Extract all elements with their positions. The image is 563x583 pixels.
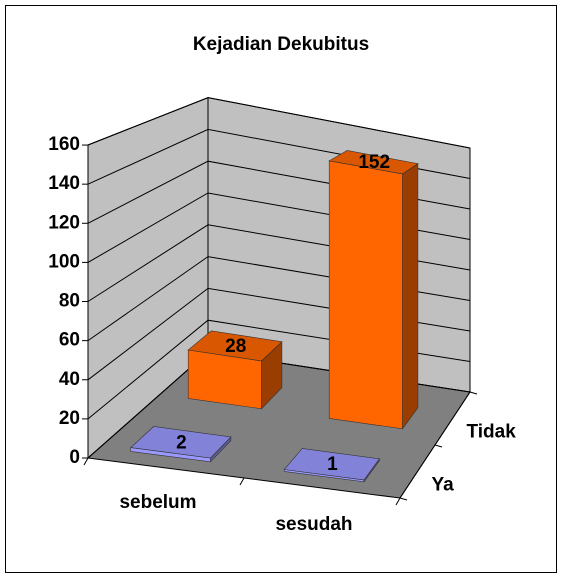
x-tick <box>83 457 89 466</box>
bar <box>130 426 232 463</box>
y-tick-label: 160 <box>48 134 80 155</box>
bar <box>283 448 380 483</box>
y-tick-label: 120 <box>48 212 80 233</box>
grid-line <box>87 97 471 149</box>
depth-tick <box>399 497 408 501</box>
bar-side <box>402 163 419 430</box>
data-label: 28 <box>225 336 246 357</box>
bar <box>187 330 283 410</box>
y-tick-label: 0 <box>69 447 80 468</box>
bar-front <box>328 160 403 430</box>
depth-tick <box>434 444 443 448</box>
x-tick <box>239 477 245 486</box>
y-tick-label: 80 <box>59 291 80 312</box>
depth-label: Ya <box>432 475 455 496</box>
bar-top <box>328 150 419 175</box>
x-tick-label: sebelum <box>119 492 196 513</box>
bar-top <box>187 330 283 362</box>
y-tick-label: 20 <box>59 408 80 429</box>
y-tick-label: 100 <box>48 251 80 272</box>
x-tick-label: sesudah <box>275 514 352 535</box>
x-tick <box>395 497 401 506</box>
depth-label: Tidak <box>467 422 517 443</box>
y-tick-label: 60 <box>59 330 80 351</box>
y-tick-label: 40 <box>59 369 80 390</box>
data-label: 2 <box>176 432 187 453</box>
data-label: 1 <box>327 454 338 475</box>
bar <box>328 150 419 430</box>
bar-top <box>283 448 380 481</box>
data-label: 152 <box>358 152 390 173</box>
chart-title: Kejadian Dekubitus <box>193 34 369 55</box>
bar-top <box>130 426 232 459</box>
y-tick-label: 140 <box>48 173 80 194</box>
depth-tick <box>469 391 478 395</box>
